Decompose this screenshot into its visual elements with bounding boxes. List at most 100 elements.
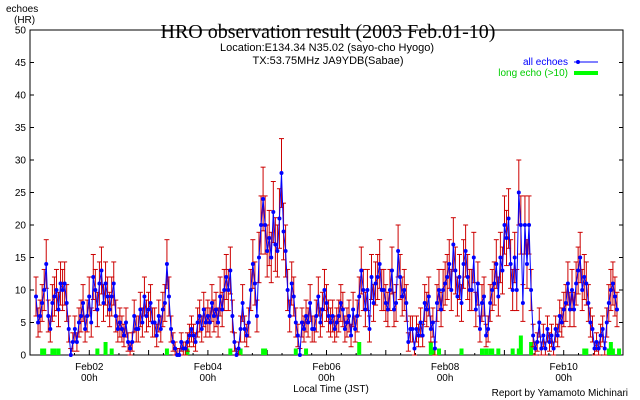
- long-echo-bar: [293, 348, 298, 355]
- legend: all echoes long echo (>10): [498, 57, 598, 79]
- all-echoes-point: [533, 346, 538, 351]
- all-echoes-point: [369, 275, 374, 279]
- all-echoes-point: [371, 301, 376, 305]
- all-echoes-point: [89, 320, 94, 325]
- all-echoes-point: [205, 314, 210, 318]
- all-echoes-point: [136, 327, 141, 331]
- all-echoes-point: [490, 288, 495, 292]
- long-echo-bar: [459, 348, 464, 355]
- y-tick-label: 5: [20, 318, 26, 329]
- all-echoes-point: [173, 346, 178, 351]
- long-echo-bar: [479, 348, 484, 355]
- all-echoes-point: [48, 327, 53, 331]
- all-echoes-point: [83, 327, 88, 331]
- long-echo-bar: [490, 348, 495, 355]
- all-echoes-point: [275, 249, 280, 253]
- all-echoes-point: [465, 275, 470, 279]
- all-echoes-point: [367, 327, 372, 331]
- all-echoes-point: [156, 314, 161, 318]
- long-echo-bar: [428, 342, 433, 355]
- all-echoes-point: [121, 333, 126, 338]
- all-echoes-point: [211, 314, 216, 318]
- all-echoes-point: [453, 268, 458, 273]
- all-echoes-point: [588, 320, 593, 325]
- all-echoes-point: [312, 327, 317, 331]
- y-tick-label: 15: [15, 253, 27, 264]
- all-echoes-point: [586, 301, 591, 305]
- all-echoes-point: [158, 327, 163, 331]
- all-echoes-point: [516, 190, 521, 195]
- all-echoes-point: [486, 327, 491, 331]
- all-echoes-point: [148, 301, 153, 305]
- x-tick-label-date: Feb10: [550, 362, 579, 373]
- all-echoes-point: [203, 320, 208, 325]
- all-echoes-point: [230, 314, 235, 318]
- long-echo-bar: [357, 342, 362, 355]
- all-echoes-point: [563, 301, 568, 305]
- long-echo-bar: [103, 342, 108, 355]
- x-tick-label-date: Feb02: [75, 362, 104, 373]
- all-echoes-point: [381, 288, 386, 292]
- all-echoes-point: [414, 327, 419, 331]
- all-echoes-point: [226, 288, 231, 292]
- long-echo-bar: [582, 348, 587, 355]
- all-echoes-point: [424, 307, 429, 312]
- all-echoes-point: [271, 210, 276, 214]
- all-echoes-point: [557, 314, 562, 318]
- all-echoes-point: [318, 320, 323, 325]
- all-echoes-point: [130, 340, 135, 344]
- all-echoes-point: [400, 294, 405, 299]
- x-tick-label-hour: 00h: [437, 373, 454, 384]
- all-echoes-point: [336, 314, 341, 318]
- all-echoes-point: [222, 288, 227, 292]
- all-echoes-point: [240, 301, 245, 305]
- all-echoes-point: [572, 307, 577, 312]
- all-echoes-point: [265, 249, 270, 253]
- all-echoes-point: [252, 281, 257, 286]
- all-echoes-point: [160, 307, 165, 312]
- all-echoes-point: [582, 275, 587, 279]
- long-echo-bar: [510, 348, 515, 355]
- all-echoes-point: [228, 268, 233, 273]
- all-echoes-point: [295, 333, 300, 338]
- all-echoes-point: [592, 346, 597, 351]
- all-echoes-point: [87, 294, 92, 299]
- all-echoes-point: [34, 294, 38, 299]
- all-echoes-point: [580, 288, 585, 292]
- all-echoes-point: [567, 307, 572, 312]
- all-echoes-point: [119, 327, 124, 331]
- chart-title: HRO observation result (2003 Feb.01-10): [161, 21, 496, 43]
- all-echoes-point: [256, 255, 261, 260]
- all-echoes-point: [484, 333, 489, 338]
- all-echoes-point: [608, 288, 613, 292]
- all-echoes-point: [285, 288, 290, 292]
- all-echoes-point: [418, 320, 423, 325]
- all-echoes-point: [103, 281, 108, 286]
- all-echoes-point: [316, 294, 321, 299]
- all-echoes-point: [140, 320, 145, 325]
- all-echoes-point: [128, 346, 133, 351]
- all-echoes-point: [58, 281, 63, 286]
- all-echoes-point: [545, 327, 550, 331]
- all-echoes-point: [551, 346, 556, 351]
- all-echoes-point: [355, 314, 360, 318]
- all-echoes-point: [338, 301, 343, 305]
- all-echoes-point: [389, 268, 394, 273]
- all-echoes-point: [111, 281, 116, 286]
- all-echoes-point: [124, 320, 129, 325]
- all-echoes-point: [126, 340, 131, 344]
- long-echo-bar: [496, 348, 501, 355]
- all-echoes-point: [518, 223, 523, 227]
- all-echoes-point: [504, 236, 509, 240]
- all-echoes-point: [549, 333, 554, 338]
- all-echoes-point: [74, 340, 79, 344]
- all-echoes-point: [612, 294, 617, 299]
- all-echoes-point: [97, 281, 102, 286]
- all-echoes-point: [314, 314, 319, 318]
- long-echo-bar: [95, 348, 100, 355]
- all-echoes-point: [281, 229, 286, 234]
- all-echoes-point: [287, 314, 292, 318]
- long-echo-bar: [484, 348, 489, 355]
- long-echo-bar: [584, 348, 589, 355]
- all-echoes-point: [463, 249, 468, 253]
